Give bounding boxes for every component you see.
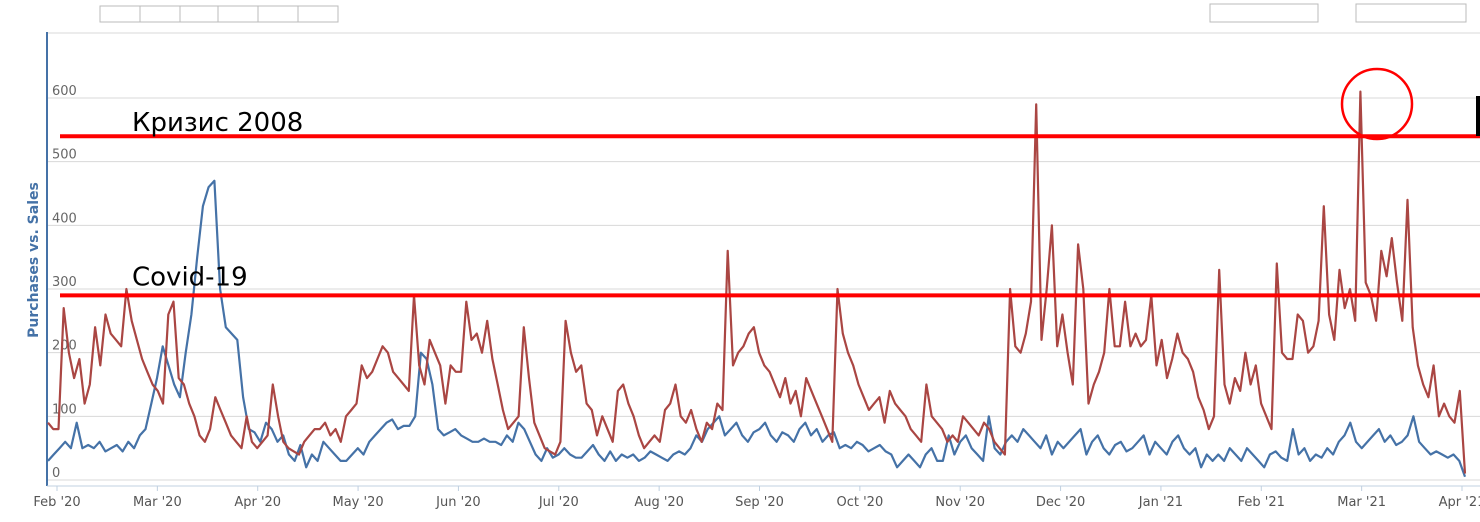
x-tick-label: Feb '21 — [1238, 495, 1285, 510]
covid-label: Covid-19 — [132, 262, 248, 292]
x-tick-labels: Feb '20 Mar '20 Apr '20 May '20 Jun '20 Jul '… — [33, 486, 1480, 510]
series-line-1 — [47, 90, 1467, 474]
series-line-0 — [47, 179, 1467, 478]
y-tick-label: 600 — [52, 84, 77, 99]
x-tick-label: Feb '20 — [33, 495, 80, 510]
y-tick-label: 100 — [52, 402, 77, 417]
y-tick-label: 0 — [52, 466, 60, 481]
x-tick-label: Sep '20 — [735, 495, 784, 510]
y-tick-label: 500 — [52, 148, 77, 163]
x-tick-label: Jun '20 — [435, 495, 481, 510]
x-tick-label: Apr '21 — [1439, 495, 1480, 510]
x-tick-label: Mar '21 — [1337, 495, 1386, 510]
x-tick-label: Aug '20 — [634, 495, 684, 510]
y-tick-label: 200 — [52, 339, 77, 354]
x-tick-label: May '20 — [333, 495, 384, 510]
y-axis-title: Purchases vs. Sales — [26, 182, 42, 338]
x-tick-label: Jul '20 — [538, 495, 579, 510]
crisis-label: Кризис 2008 — [132, 108, 303, 138]
zoom-button-group[interactable] — [99, 5, 339, 23]
series-lines — [47, 90, 1467, 478]
x-tick-label: Apr '20 — [234, 495, 281, 510]
grid-lines — [47, 32, 1480, 481]
y-tick-label: 400 — [52, 211, 77, 226]
date-from-input[interactable] — [1209, 3, 1319, 23]
date-to-input[interactable] — [1355, 3, 1467, 23]
x-tick-label: Mar '20 — [133, 495, 182, 510]
y-tick-labels: 0 100 200 300 400 500 600 — [52, 84, 77, 481]
y-tick-label: 300 — [52, 275, 77, 290]
x-tick-label: Nov '20 — [935, 495, 985, 510]
x-tick-label: Jan '21 — [1138, 495, 1183, 510]
x-tick-label: Oct '20 — [836, 495, 883, 510]
annotations: Кризис 2008 Covid-19 — [60, 67, 1480, 298]
peak-highlight-circle — [1340, 67, 1414, 141]
x-tick-label: Dec '20 — [1036, 495, 1085, 510]
zoom-toolbar — [99, 3, 1467, 23]
edge-marker — [1476, 96, 1480, 136]
